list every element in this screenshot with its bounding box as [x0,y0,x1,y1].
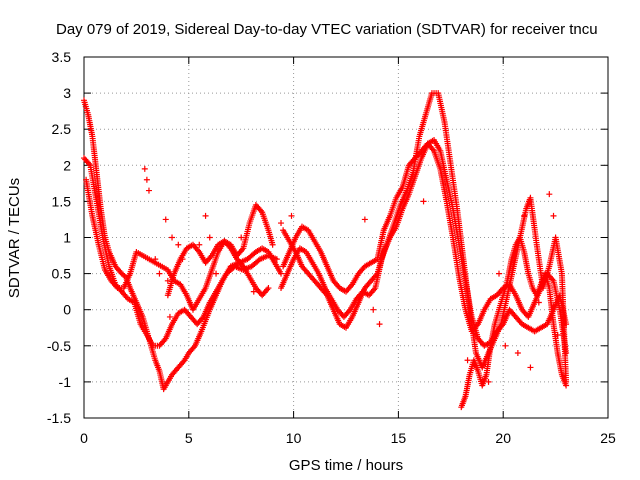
x-tick-label: 10 [286,430,302,446]
x-tick-label: 20 [495,430,511,446]
data-point-trace-scatter [370,306,377,313]
data-point-trace-scatter [145,187,152,194]
data-point-trace-scatter [206,234,213,241]
data-point-trace-scatter [238,234,245,241]
y-tick-label: -1.5 [47,410,71,426]
chart-title: Day 079 of 2019, Sidereal Day-to-day VTE… [56,21,598,38]
y-tick-label: 2 [63,157,71,173]
data-point-trace-scatter [550,212,557,219]
data-point-trace-scatter [546,191,553,198]
axis-ticks [83,56,609,419]
x-tick-label: 5 [185,430,193,446]
y-axis-label: SDTVAR / TECUs [6,178,23,298]
data-point-trace-scatter [162,216,169,223]
data-point-trace-a [278,270,285,277]
x-tick-label: 25 [600,430,616,446]
data-point-trace-scatter [502,342,509,349]
data-point-trace-scatter [164,277,171,284]
data-point-trace-scatter [169,234,176,241]
data-point-trace-scatter [196,241,203,248]
x-tick-label: 15 [391,430,407,446]
y-tick-label: -0.5 [47,338,71,354]
data-point-trace-scatter [141,165,148,172]
data-point-trace-b [273,256,280,263]
y-tick-label: 2.5 [52,121,72,137]
data-point-trace-scatter [420,198,427,205]
data-point-trace-scatter [521,212,528,219]
data-point-trace-scatter [143,176,150,183]
plot-frame [83,56,609,419]
data-markers [81,90,570,411]
data-point-trace-scatter [288,212,295,219]
data-point-trace-scatter [278,220,285,227]
data-point-trace-scatter [464,357,471,364]
data-point-trace-scatter [202,212,209,219]
data-point-trace-b [255,257,262,264]
data-point-trace-scatter [496,270,503,277]
data-point-trace-scatter [514,350,521,357]
data-point-trace-scatter [166,313,173,320]
y-tick-label: 1.5 [52,193,72,209]
data-point-trace-scatter [527,364,534,371]
data-point-trace-scatter [213,270,220,277]
x-axis-label: GPS time / hours [289,457,403,474]
y-tick-label: -1 [59,374,72,390]
y-tick-label: 0.5 [52,266,72,282]
grid-lines [84,57,608,418]
y-tick-label: 3.5 [52,49,72,65]
data-point-trace-scatter [152,256,159,263]
data-point-trace-d [265,285,272,292]
data-point-trace-scatter [535,299,542,306]
x-tick-label: 0 [80,430,88,446]
data-point-trace-scatter [485,378,492,385]
x-tick-labels: 0 5 10 15 20 25 [80,430,616,446]
data-point-trace-scatter [156,270,163,277]
data-point-trace-a [121,273,128,280]
y-tick-label: 1 [63,230,71,246]
data-point-trace-scatter [179,256,186,263]
data-point-trace-scatter [554,331,561,338]
data-point-trace-c [269,241,276,248]
data-point-trace-scatter [376,321,383,328]
data-point-trace-scatter [250,288,257,295]
data-point-trace-h [563,382,570,389]
y-tick-label: 3 [63,85,71,101]
data-point-trace-scatter [175,241,182,248]
data-point-trace-scatter [361,216,368,223]
y-tick-labels: -1.5 -1 -0.5 0 0.5 1 1.5 2 2.5 3 3.5 [47,49,71,426]
y-tick-label: 0 [63,302,71,318]
